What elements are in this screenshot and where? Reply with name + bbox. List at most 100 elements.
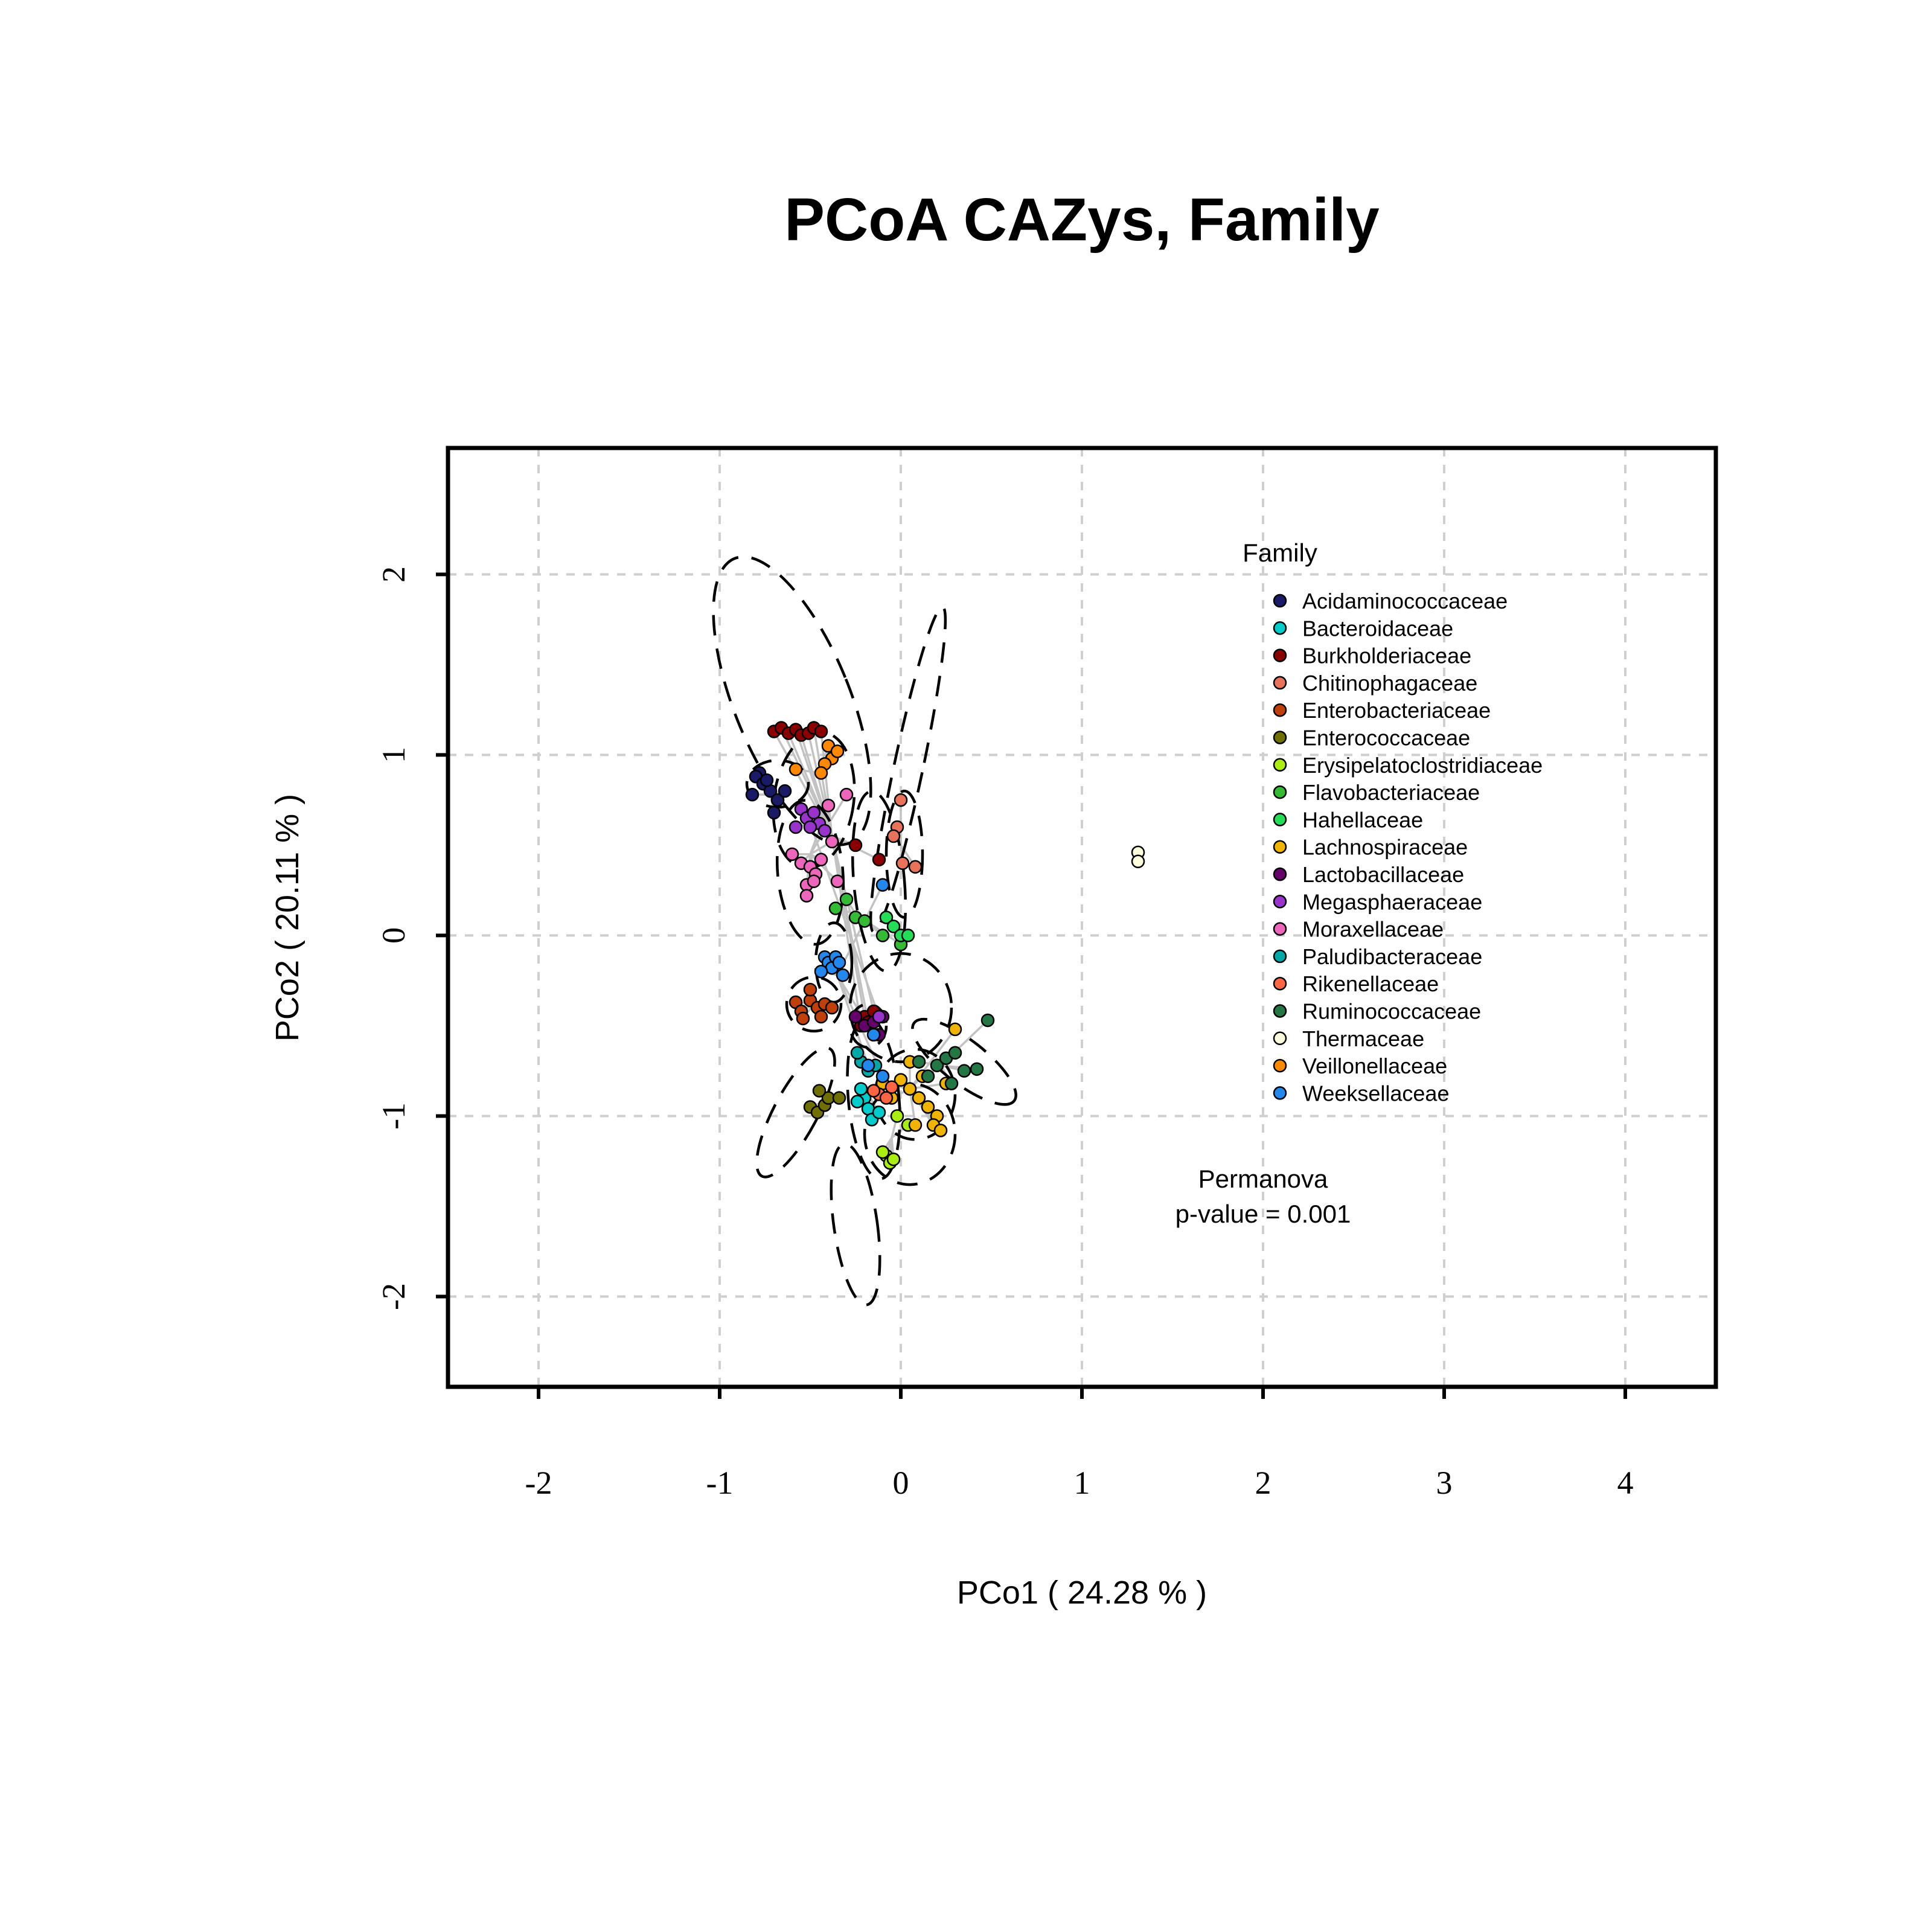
legend-label: Burkholderiaceae bbox=[1302, 644, 1471, 668]
legend-marker bbox=[1273, 1004, 1287, 1018]
data-point bbox=[854, 1082, 868, 1096]
legend-marker bbox=[1273, 1086, 1287, 1100]
data-point bbox=[814, 766, 828, 780]
legend-marker bbox=[1273, 731, 1287, 744]
data-point bbox=[832, 956, 846, 970]
legend-label: Veillonellaceae bbox=[1302, 1054, 1447, 1078]
data-point bbox=[848, 838, 863, 852]
legend-label: Weeksellaceae bbox=[1302, 1081, 1449, 1105]
data-point bbox=[799, 889, 814, 903]
data-point bbox=[850, 1046, 865, 1060]
permanova-label: Permanova bbox=[1198, 1165, 1328, 1193]
data-point bbox=[901, 929, 915, 942]
data-point bbox=[933, 1124, 948, 1137]
data-point bbox=[875, 1145, 890, 1159]
legend-marker bbox=[1273, 703, 1287, 717]
data-point bbox=[912, 1091, 926, 1105]
legend-marker bbox=[1273, 895, 1287, 909]
data-points bbox=[745, 721, 1145, 1170]
data-point bbox=[848, 1009, 863, 1024]
data-point bbox=[830, 744, 845, 758]
x-tick-label: -1 bbox=[706, 1465, 734, 1501]
data-point bbox=[850, 1095, 865, 1108]
data-point bbox=[930, 1058, 944, 1072]
data-point bbox=[770, 793, 785, 807]
chart-title: PCoA CAZys, Family bbox=[784, 186, 1380, 254]
data-point bbox=[1131, 854, 1145, 869]
data-point bbox=[903, 1082, 917, 1096]
legend-marker bbox=[1273, 1031, 1287, 1046]
data-point bbox=[861, 1058, 875, 1072]
legend-label: Megasphaeraceae bbox=[1302, 889, 1482, 914]
data-point bbox=[830, 874, 845, 888]
x-tick-label: 2 bbox=[1255, 1465, 1271, 1501]
legend-title: Family bbox=[1243, 539, 1317, 567]
data-point bbox=[839, 787, 854, 802]
legend-label: Acidaminococcaceae bbox=[1302, 589, 1508, 613]
data-point bbox=[980, 1013, 995, 1028]
data-point bbox=[872, 1105, 886, 1119]
legend-marker bbox=[1273, 976, 1287, 991]
data-point bbox=[839, 892, 854, 906]
dispersion-ellipse bbox=[848, 1002, 888, 1049]
data-point bbox=[866, 1028, 881, 1042]
legend-label: Enterobacteriaceae bbox=[1302, 698, 1491, 723]
legend-label: Lachnospiraceae bbox=[1302, 835, 1468, 860]
data-point bbox=[921, 1100, 935, 1114]
data-point bbox=[814, 964, 828, 979]
data-point bbox=[912, 1055, 926, 1069]
data-point bbox=[803, 982, 817, 997]
legend: Family Acidaminococcaceae Bacteroidaceae B… bbox=[1243, 539, 1543, 1105]
dispersion-ellipse bbox=[874, 1048, 957, 1141]
data-point bbox=[825, 1000, 839, 1015]
legend-label: Enterococcaceae bbox=[1302, 726, 1470, 750]
dispersion-ellipse bbox=[869, 605, 947, 933]
data-point bbox=[948, 1022, 962, 1037]
y-tick-label: 2 bbox=[376, 566, 412, 583]
data-point bbox=[812, 1084, 827, 1098]
legend-label: Paludibacteraceae bbox=[1302, 944, 1482, 969]
data-point bbox=[872, 1009, 886, 1024]
dispersion-ellipse bbox=[884, 789, 924, 919]
data-point bbox=[894, 1073, 908, 1087]
y-tick-label: -1 bbox=[376, 1102, 412, 1130]
x-tick-label: 0 bbox=[893, 1465, 909, 1501]
y-tick-label: 1 bbox=[376, 747, 412, 763]
dispersion-ellipse bbox=[785, 975, 843, 1033]
legend-label: Bacteroidaceae bbox=[1302, 616, 1453, 641]
legend-label: Lactobacillaceae bbox=[1302, 862, 1464, 887]
data-point bbox=[767, 805, 781, 820]
data-point bbox=[875, 929, 890, 942]
legend-label: Hahellaceae bbox=[1302, 807, 1423, 832]
data-point bbox=[879, 1091, 894, 1105]
data-point bbox=[886, 920, 901, 933]
dispersion-ellipse bbox=[830, 1142, 881, 1307]
data-point bbox=[778, 784, 792, 798]
legend-label: Ruminococcaceae bbox=[1302, 999, 1481, 1024]
centroid-spoke bbox=[787, 732, 833, 837]
legend-marker bbox=[1273, 1058, 1287, 1073]
data-point bbox=[745, 787, 760, 802]
y-tick-label: -2 bbox=[376, 1283, 412, 1310]
x-tick-label: 1 bbox=[1074, 1465, 1090, 1501]
x-tick-label: 4 bbox=[1617, 1465, 1634, 1501]
data-point bbox=[760, 773, 774, 787]
data-point bbox=[785, 847, 799, 862]
data-point bbox=[807, 805, 821, 820]
legend-label: Thermaceae bbox=[1302, 1026, 1424, 1051]
data-point bbox=[857, 914, 872, 928]
data-point bbox=[890, 1109, 904, 1123]
data-point bbox=[948, 1046, 962, 1060]
data-point bbox=[788, 763, 803, 776]
data-point bbox=[803, 820, 817, 834]
data-point bbox=[970, 1062, 984, 1076]
dispersion-ellipse bbox=[851, 790, 907, 973]
data-point bbox=[875, 1069, 890, 1083]
data-point bbox=[828, 901, 843, 915]
gridlines bbox=[448, 448, 1716, 1387]
legend-marker bbox=[1273, 648, 1287, 662]
data-point bbox=[908, 860, 923, 874]
data-point bbox=[921, 1069, 935, 1083]
data-point bbox=[884, 1080, 899, 1094]
data-point bbox=[814, 1009, 828, 1024]
